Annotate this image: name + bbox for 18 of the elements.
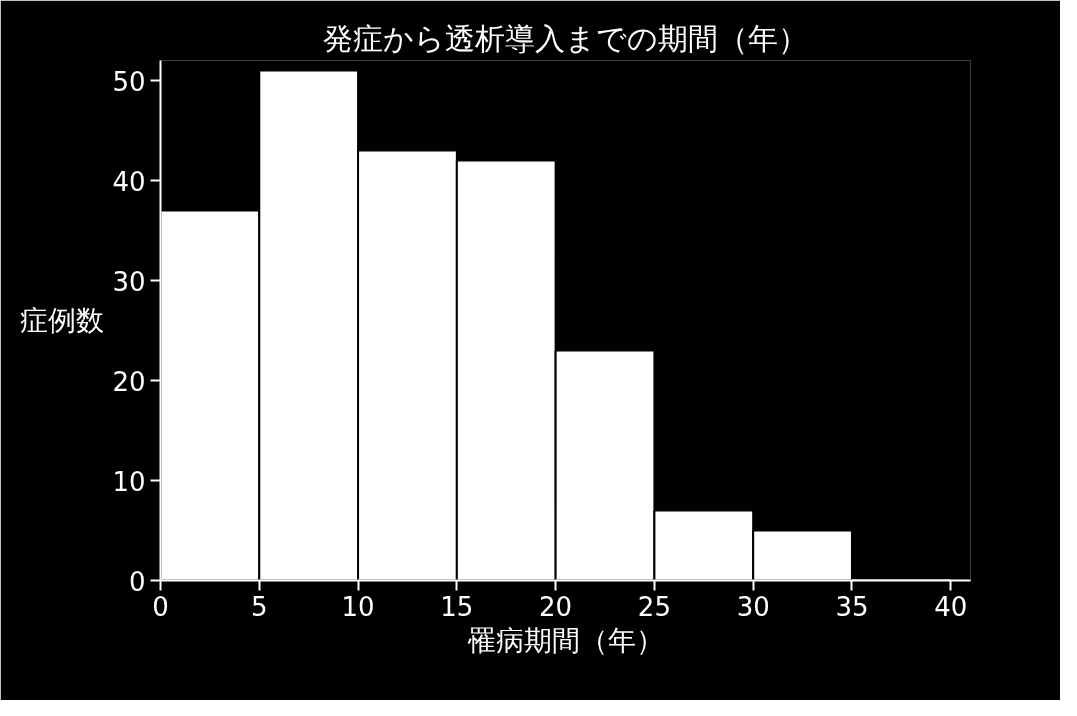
y-axis-title: 症例数 bbox=[20, 304, 105, 337]
x-tick-label: 35 bbox=[835, 591, 869, 622]
x-axis-title: 罹病期間（年） bbox=[466, 623, 664, 657]
x-tick-label: 40 bbox=[934, 591, 968, 622]
y-tick-label: 20 bbox=[112, 366, 146, 397]
y-tick-label: 50 bbox=[112, 66, 146, 97]
y-tick-label: 0 bbox=[128, 566, 146, 597]
x-tick-label: 10 bbox=[341, 591, 375, 622]
y-tick-label: 30 bbox=[112, 266, 146, 297]
y-tick-label: 10 bbox=[112, 466, 146, 497]
x-tick-label: 25 bbox=[637, 591, 671, 622]
x-tick-label: 15 bbox=[440, 591, 474, 622]
x-tick-label: 20 bbox=[539, 591, 573, 622]
y-tick-label: 40 bbox=[112, 166, 146, 197]
x-tick-label: 0 bbox=[152, 591, 169, 622]
chart-title: 発症から透析導入までの期間（年） bbox=[323, 20, 808, 56]
x-tick-label: 30 bbox=[736, 591, 770, 622]
x-tick-label: 5 bbox=[251, 591, 268, 622]
